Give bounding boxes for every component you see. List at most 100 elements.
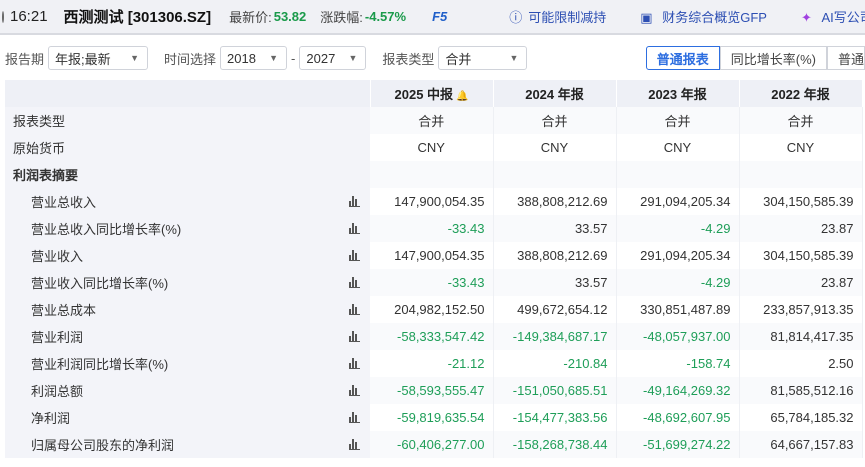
chart-icon[interactable] — [349, 223, 360, 234]
range-dash: - — [291, 50, 296, 66]
cell-value: 304,150,585.39 — [739, 242, 863, 269]
column-header[interactable]: 2024 年报 — [493, 80, 617, 107]
column-header[interactable]: 2022 年报 — [739, 80, 863, 107]
chart-icon[interactable] — [349, 304, 360, 315]
cell-value: -58,593,555.47 — [370, 377, 494, 404]
bell-icon: 🔔 — [456, 91, 469, 102]
cell-value: -33.43 — [370, 269, 494, 296]
chart-icon[interactable] — [349, 196, 360, 207]
clock-icon — [2, 10, 4, 23]
cell-value: -4.29 — [616, 269, 740, 296]
view-tabs: 普通报表 同比增长率(%) 普通 — [645, 46, 865, 70]
row-label: 利润总额 — [5, 377, 370, 404]
time: 16:21 — [10, 8, 48, 25]
income-table: 2025 中报 🔔 2024 年报 2023 年报 2022 年报 报表类型 合并合… — [5, 80, 863, 458]
row-label: 归属母公司股东的净利润 — [5, 431, 370, 458]
chevron-down-icon: ▼ — [269, 53, 279, 63]
cell-value: 147,900,054.35 — [370, 242, 494, 269]
column-header[interactable]: 2023 年报 — [616, 80, 740, 107]
table-row[interactable]: 报表类型 合并 合并 合并 合并 — [5, 107, 863, 134]
cell-value: 291,094,205.34 — [616, 242, 740, 269]
cell-value: -59,819,635.54 — [370, 404, 494, 431]
table-row[interactable]: 营业收入同比增长率(%) -33.43 33.57 -4.29 23.87 — [5, 269, 863, 296]
price: 53.82 — [273, 9, 307, 24]
chevron-down-icon: ▼ — [348, 53, 358, 63]
row-label: 营业收入 — [5, 242, 370, 269]
type-select[interactable]: 合并 ▼ — [438, 46, 528, 70]
chart-icon[interactable] — [349, 385, 360, 396]
chevron-down-icon: ▼ — [130, 53, 140, 63]
cell-value: 33.57 — [493, 269, 617, 296]
cell-value: 499,672,654.12 — [493, 296, 617, 323]
time-label: 时间选择 — [164, 51, 217, 67]
stock-name: 西测测试 [301306.SZ] — [63, 9, 212, 26]
to-year-select[interactable]: 2027 ▼ — [299, 46, 367, 70]
row-label: 净利润 — [5, 404, 370, 431]
gfp-link[interactable]: ▣ 财务综合概览GFP — [640, 10, 767, 25]
cell-value: 81,814,417.35 — [739, 323, 863, 350]
period-select[interactable]: 年报;最新 ▼ — [48, 46, 149, 70]
cell-value: 304,150,585.39 — [739, 188, 863, 215]
table-row[interactable]: 营业利润同比增长率(%) -21.12 -210.84 -158.74 2.50 — [5, 350, 863, 377]
cell-value: -48,692,607.95 — [616, 404, 740, 431]
doc-icon: ▣ — [640, 10, 657, 25]
table-row[interactable]: 营业利润 -58,333,547.42 -149,384,687.17 -48,057… — [5, 323, 863, 350]
chart-icon[interactable] — [349, 250, 360, 261]
chart-icon[interactable] — [349, 412, 360, 423]
cell-value: 23.87 — [739, 269, 863, 296]
cell-value: -49,164,269.32 — [616, 377, 740, 404]
table-row[interactable]: 归属母公司股东的净利润 -60,406,277.00 -158,268,738.44… — [5, 431, 863, 458]
cell-value: -4.29 — [616, 215, 740, 242]
tab-normal[interactable]: 普通报表 — [645, 46, 720, 70]
tab-yoy[interactable]: 同比增长率(%) — [719, 46, 827, 70]
cell-value — [739, 161, 863, 188]
cell-value: 合并 — [493, 107, 617, 134]
cell-value: -154,477,383.56 — [493, 404, 617, 431]
table-row[interactable]: 营业总成本 204,982,152.50 499,672,654.12 330,851… — [5, 296, 863, 323]
f5-button[interactable]: F5 — [432, 9, 448, 24]
cell-value: 合并 — [739, 107, 863, 134]
cell-value: CNY — [739, 134, 863, 161]
cell-value: -51,699,274.22 — [616, 431, 740, 458]
restricted-sale-link[interactable]: ⓘ 可能限制减持 — [509, 10, 607, 25]
row-label: 报表类型 — [5, 107, 370, 134]
cell-value: -21.12 — [370, 350, 494, 377]
row-label: 营业总收入 — [5, 188, 370, 215]
chart-icon[interactable] — [349, 439, 360, 450]
table-row[interactable]: 净利润 -59,819,635.54 -154,477,383.56 -48,692,… — [5, 404, 863, 431]
chart-icon[interactable] — [349, 331, 360, 342]
row-label: 原始货币 — [5, 134, 370, 161]
cell-value: -58,333,547.42 — [370, 323, 494, 350]
cell-value: 合并 — [616, 107, 740, 134]
table-row[interactable]: 营业总收入 147,900,054.35 388,808,212.69 291,094… — [5, 188, 863, 215]
cell-value: -149,384,687.17 — [493, 323, 617, 350]
column-header[interactable]: 2025 中报 🔔 — [370, 80, 494, 107]
cell-value: 330,851,487.89 — [616, 296, 740, 323]
info-icon: ⓘ — [509, 10, 523, 25]
row-label: 利润表摘要 — [5, 161, 370, 188]
cell-value: -151,050,685.51 — [493, 377, 617, 404]
cell-value: -158.74 — [616, 350, 740, 377]
sparkle-icon: ✦ — [800, 10, 816, 25]
tab-normal-2[interactable]: 普通 — [827, 46, 865, 70]
table-row[interactable]: 利润总额 -58,593,555.47 -151,050,685.51 -49,164… — [5, 377, 863, 404]
cell-value — [370, 161, 494, 188]
cell-value: 233,857,913.35 — [739, 296, 863, 323]
cell-value — [616, 161, 740, 188]
table-row[interactable]: 营业收入 147,900,054.35 388,808,212.69 291,094,… — [5, 242, 863, 269]
cell-value: -33.43 — [370, 215, 494, 242]
from-year-select[interactable]: 2018 ▼ — [220, 46, 288, 70]
table-row[interactable]: 利润表摘要 — [5, 161, 863, 188]
type-label: 报表类型 — [382, 51, 435, 67]
cell-value: 388,808,212.69 — [493, 188, 617, 215]
row-label: 营业总收入同比增长率(%) — [5, 215, 370, 242]
cell-value: 33.57 — [493, 215, 617, 242]
cell-value: CNY — [370, 134, 494, 161]
price-label: 最新价: — [229, 10, 272, 25]
table-row[interactable]: 原始货币 CNY CNY CNY CNY — [5, 134, 863, 161]
chart-icon[interactable] — [349, 358, 360, 369]
ai-write-link[interactable]: ✦ AI写公司 — [800, 10, 865, 25]
filter-bar: 报告期 年报;最新 ▼ 时间选择 2018 ▼ - 2027 ▼ 报表类型 合并 ▼ 普… — [0, 45, 865, 71]
chart-icon[interactable] — [349, 277, 360, 288]
table-row[interactable]: 营业总收入同比增长率(%) -33.43 33.57 -4.29 23.87 — [5, 215, 863, 242]
